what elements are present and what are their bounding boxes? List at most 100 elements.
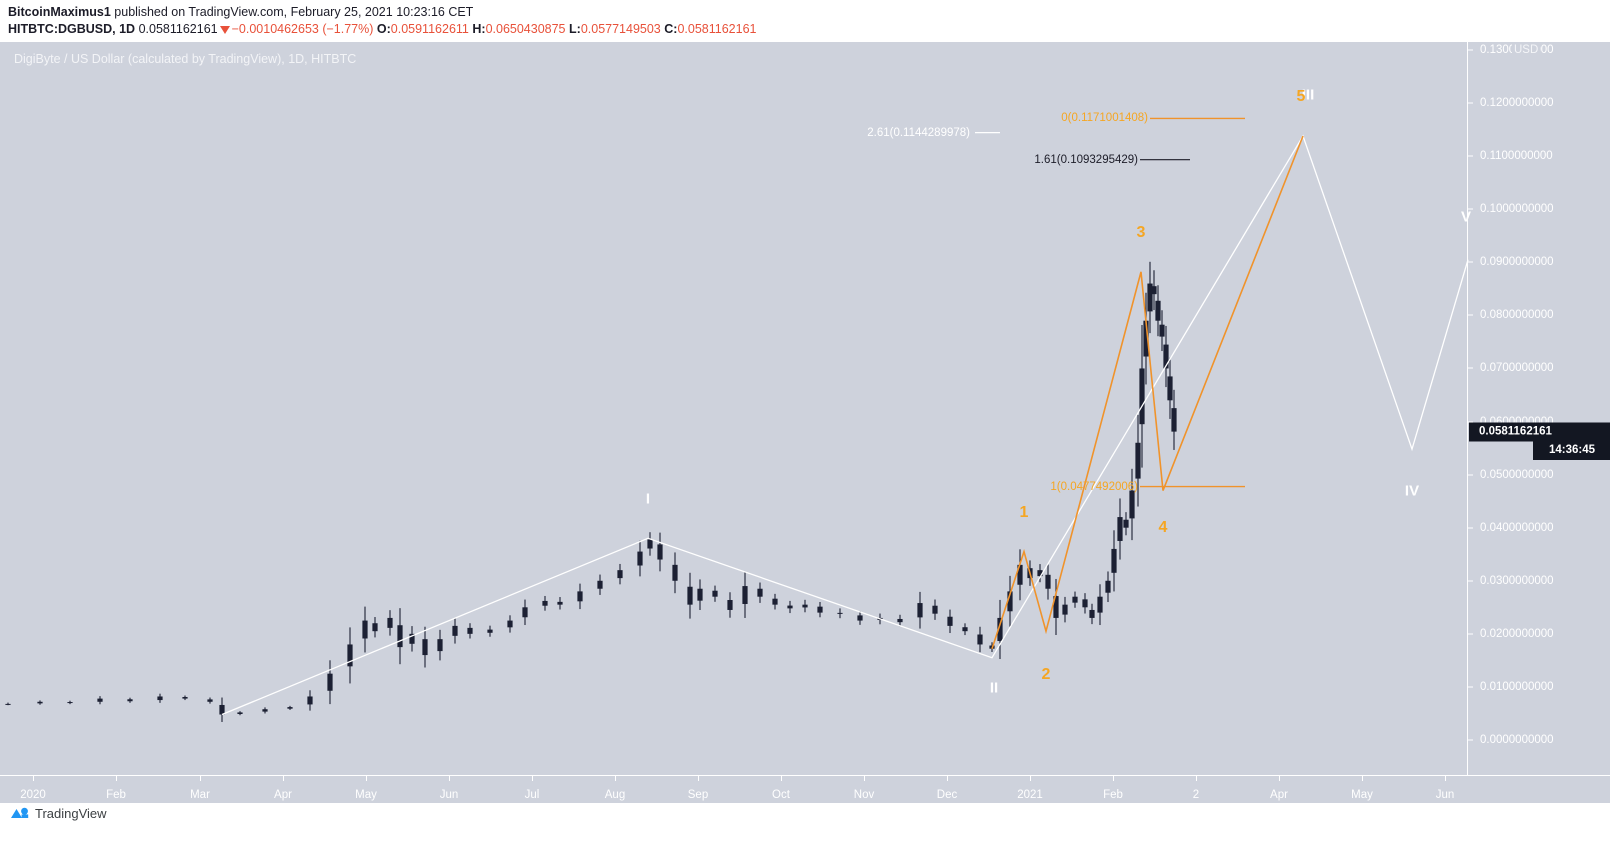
fib-level-label: 0(0.1171001408) — [1061, 112, 1148, 125]
symbol-label: HITBTC:DGBUSD, 1D — [8, 22, 136, 36]
chart-pane[interactable]: DigiByte / US Dollar (calculated by Trad… — [0, 42, 1610, 775]
time-scale[interactable]: 2020 Feb Mar Apr May Jun Jul Aug Sep Oct Nov Dec 202… — [0, 775, 1610, 803]
time-tick — [116, 776, 117, 781]
time-axis-label: 2 — [1192, 789, 1200, 801]
price-axis-label: 0.1100000000 — [1480, 150, 1553, 163]
ohlc-line: HITBTC:DGBUSD, 1D 0.0581162161 −0.0010462… — [8, 21, 1008, 38]
last-price: 0.0581162161 — [138, 22, 218, 36]
fib-level-label: 1.61(0.1093295429) — [1034, 153, 1138, 166]
price-axis-label: 0.1000000000 — [1480, 203, 1554, 216]
time-tick — [449, 776, 450, 781]
price-axis-label: 0.0100000000 — [1480, 680, 1554, 693]
price-axis-label: 0.0900000000 — [1480, 256, 1554, 269]
time-axis-label: 2021 — [1017, 789, 1043, 801]
time-axis-label: May — [355, 789, 377, 801]
time-tick — [366, 776, 367, 781]
close-label: C: — [664, 22, 678, 36]
open-label: O: — [376, 22, 391, 36]
price-tick — [1468, 739, 1473, 741]
price-tick — [1468, 633, 1473, 635]
time-axis-label: Aug — [604, 789, 626, 801]
publisher-line: BitcoinMaximus1 published on TradingView… — [8, 4, 1008, 21]
subwave-label-3: 3 — [1136, 224, 1146, 242]
time-axis-label: Apr — [1270, 789, 1288, 801]
price-tick — [1468, 686, 1473, 688]
price-change: −0.0010462653 (−1.77%) — [231, 22, 374, 36]
time-tick — [698, 776, 699, 781]
time-tick — [200, 776, 201, 781]
time-tick — [283, 776, 284, 781]
price-axis-label: 0.0300000000 — [1480, 574, 1554, 587]
price-tick — [1468, 314, 1473, 316]
price-scale[interactable]: 0.13000000000.12000000000.11000000000.10… — [1467, 42, 1610, 775]
time-axis-label: Jun — [1435, 789, 1455, 801]
price-tick — [1468, 208, 1473, 210]
time-tick — [781, 776, 782, 781]
tradingview-wordmark: TradingView — [35, 806, 107, 821]
time-tick — [532, 776, 533, 781]
high-value: 0.0650430875 — [485, 22, 566, 36]
price-tick — [1468, 527, 1473, 529]
price-tick — [1468, 155, 1473, 157]
chart-header: BitcoinMaximus1 published on TradingView… — [8, 4, 1008, 38]
time-axis-label: Jul — [524, 789, 540, 801]
price-axis-label: 0.0500000000 — [1480, 468, 1554, 481]
currency-badge: USD — [1512, 44, 1541, 56]
time-tick — [1362, 776, 1363, 781]
time-axis-label: Mar — [190, 789, 210, 801]
subwave-label-4: 4 — [1158, 518, 1168, 536]
fib-level-label: 1(0.0477492006) — [1050, 480, 1138, 493]
bar-countdown-tag: 14:36:45 — [1533, 440, 1610, 460]
pane-title: DigiByte / US Dollar (calculated by Trad… — [14, 52, 357, 66]
price-axis-label: 0.0700000000 — [1480, 362, 1554, 375]
high-label: H: — [472, 22, 486, 36]
low-label: L: — [569, 22, 581, 36]
time-tick — [1196, 776, 1197, 781]
wave-label-v: V — [1460, 208, 1472, 226]
price-tick — [1468, 367, 1473, 369]
price-axis-label: 0.0400000000 — [1480, 521, 1554, 534]
price-tick — [1468, 49, 1473, 51]
time-tick — [33, 776, 34, 781]
close-value: 0.0581162161 — [677, 22, 757, 36]
wave-label-ii: II — [989, 679, 999, 697]
low-value: 0.0577149503 — [580, 22, 661, 36]
current-price-tag: 0.0581162161 — [1469, 422, 1610, 442]
time-axis-label: 2020 — [20, 789, 46, 801]
time-axis-label: Feb — [106, 789, 126, 801]
time-axis-label: Nov — [853, 789, 875, 801]
price-tick — [1468, 474, 1473, 476]
time-axis-label: Sep — [687, 789, 709, 801]
time-tick — [947, 776, 948, 781]
price-axis-label: 0.0000000000 — [1480, 734, 1554, 746]
time-tick — [1113, 776, 1114, 781]
subwave-label-1: 1 — [1019, 504, 1029, 522]
author-name: BitcoinMaximus1 — [8, 5, 111, 19]
fib-level-label: 2.61(0.1144289978) — [867, 126, 970, 139]
time-tick — [1030, 776, 1031, 781]
subwave-label-5: 5 — [1296, 87, 1306, 105]
price-tick — [1468, 580, 1473, 582]
wave-label-i: I — [645, 490, 651, 507]
time-axis-label: Dec — [936, 789, 958, 801]
price-tick — [1468, 261, 1473, 263]
time-tick — [1279, 776, 1280, 781]
wave-label-iii: III — [1301, 86, 1315, 104]
footer-branding: TradingView — [10, 806, 107, 821]
price-axis-label: 0.0200000000 — [1480, 627, 1554, 640]
tradingview-logo-icon — [11, 807, 29, 818]
price-tick — [1468, 421, 1473, 423]
time-axis-label: Oct — [772, 789, 790, 801]
open-value: 0.0591162611 — [390, 22, 469, 36]
price-axis-label: 0.0800000000 — [1480, 309, 1554, 322]
time-axis-label: Apr — [274, 789, 292, 801]
time-tick — [864, 776, 865, 781]
time-axis-label: May — [1351, 789, 1373, 801]
price-down-icon — [219, 26, 230, 34]
wave-label-iv: IV — [1404, 482, 1420, 500]
time-tick — [1445, 776, 1446, 781]
time-axis-label: Jun — [439, 789, 459, 801]
publish-info: published on TradingView.com, February 2… — [114, 5, 474, 19]
subwave-label-2: 2 — [1041, 665, 1051, 683]
